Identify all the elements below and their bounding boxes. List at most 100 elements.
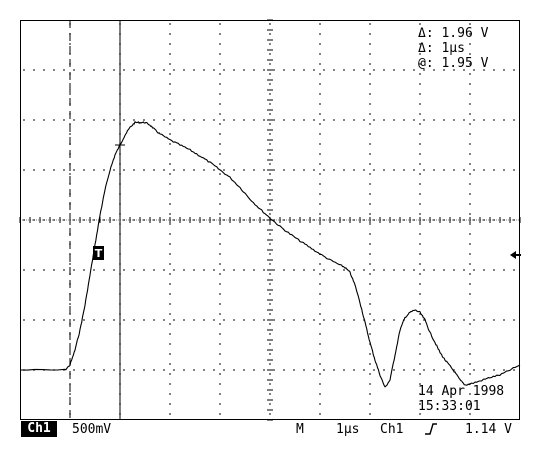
graticule-dot (93, 269, 95, 271)
graticule-dot (319, 273, 321, 275)
graticule-dot (419, 73, 421, 75)
graticule-dot (283, 69, 285, 71)
graticule-dot (263, 69, 265, 71)
graticule-dot (219, 113, 221, 115)
graticule-dot (169, 323, 171, 325)
graticule-dot (263, 119, 265, 121)
graticule-dot (103, 369, 105, 371)
graticule-dot (319, 363, 321, 365)
graticule-dot (103, 319, 105, 321)
graticule-dot (143, 319, 145, 321)
graticule-dot (433, 119, 435, 121)
graticule-dot (319, 303, 321, 305)
graticule-dot (133, 319, 135, 321)
graticule-dot (363, 169, 365, 171)
graticule-dot (269, 93, 271, 95)
graticule-dot (383, 269, 385, 271)
graticule-dot (83, 69, 85, 71)
graticule-dot (323, 69, 325, 71)
graticule-dot (293, 69, 295, 71)
graticule-dot (319, 323, 321, 325)
graticule-dot (369, 103, 371, 105)
graticule-dot (453, 69, 455, 71)
graticule-dot (369, 23, 371, 25)
time-per-div[interactable]: 1µs (336, 422, 360, 437)
graticule-dot (319, 133, 321, 135)
graticule-dot (33, 319, 35, 321)
graticule-dot (233, 119, 235, 121)
graticule-dot (369, 53, 371, 55)
graticule-dot (469, 403, 471, 405)
graticule-dot (353, 369, 355, 371)
graticule-dot (419, 303, 421, 305)
graticule-dot (169, 243, 171, 245)
graticule-dot (369, 243, 371, 245)
graticule-dot (223, 69, 225, 71)
graticule-dot (493, 269, 495, 271)
graticule-dot (513, 169, 515, 171)
graticule-dot (113, 119, 115, 121)
graticule-dot (319, 203, 321, 205)
graticule-dot (169, 23, 171, 25)
graticule-dot (219, 123, 221, 125)
graticule-dot (269, 413, 271, 415)
graticule-dot (419, 363, 421, 365)
graticule-dot (483, 169, 485, 171)
graticule-dot (269, 223, 271, 225)
graticule-dot (369, 293, 371, 295)
graticule-dot (369, 263, 371, 265)
graticule-dot (233, 69, 235, 71)
graticule-dot (319, 23, 321, 25)
trigger-level[interactable]: 1.14 V (465, 422, 512, 437)
graticule-dot (283, 319, 285, 321)
graticule-dot (219, 163, 221, 165)
graticule-dot (419, 313, 421, 315)
graticule-dot (269, 153, 271, 155)
graticule-dot (273, 269, 275, 271)
graticule-dot (169, 213, 171, 215)
graticule-dot (443, 169, 445, 171)
graticule-dot (413, 369, 415, 371)
graticule-dot (443, 269, 445, 271)
graticule-dot (269, 373, 271, 375)
graticule-dot (269, 173, 271, 175)
graticule-dot (169, 143, 171, 145)
graticule-dot (453, 269, 455, 271)
graticule-dot (269, 143, 271, 145)
graticule-dot (283, 119, 285, 121)
graticule-dot (63, 319, 65, 321)
graticule-dot (143, 119, 145, 121)
graticule-dot (419, 323, 421, 325)
graticule-dot (369, 303, 371, 305)
graticule-dot (203, 119, 205, 121)
acquisition-date: 14 Apr 1998 (418, 384, 505, 399)
graticule-dot (353, 319, 355, 321)
graticule-dot (353, 69, 355, 71)
graticule-dot (169, 33, 171, 35)
graticule-dot (469, 183, 471, 185)
graticule-dot (243, 169, 245, 171)
graticule-dot (269, 213, 271, 215)
graticule-dot (133, 69, 135, 71)
graticule-dot (413, 269, 415, 271)
trigger-source[interactable]: Ch1 (380, 422, 404, 437)
graticule-dot (369, 193, 371, 195)
graticule-dot (153, 169, 155, 171)
graticule-dot (173, 169, 175, 171)
volts-per-div[interactable]: 500mV (72, 422, 112, 437)
graticule-dot (493, 119, 495, 121)
graticule-dot (319, 33, 321, 35)
graticule-dot (369, 113, 371, 115)
graticule-dot (319, 333, 321, 335)
graticule-dot (469, 123, 471, 125)
graticule-dot (423, 119, 425, 121)
graticule-dot (493, 319, 495, 321)
graticule-dot (83, 169, 85, 171)
graticule-dot (319, 313, 321, 315)
channel-badge[interactable]: Ch1 (21, 421, 57, 437)
graticule-dot (469, 93, 471, 95)
graticule-dot (169, 223, 171, 225)
graticule-dot (373, 269, 375, 271)
graticule-dot (73, 369, 75, 371)
graticule-dot (373, 319, 375, 321)
